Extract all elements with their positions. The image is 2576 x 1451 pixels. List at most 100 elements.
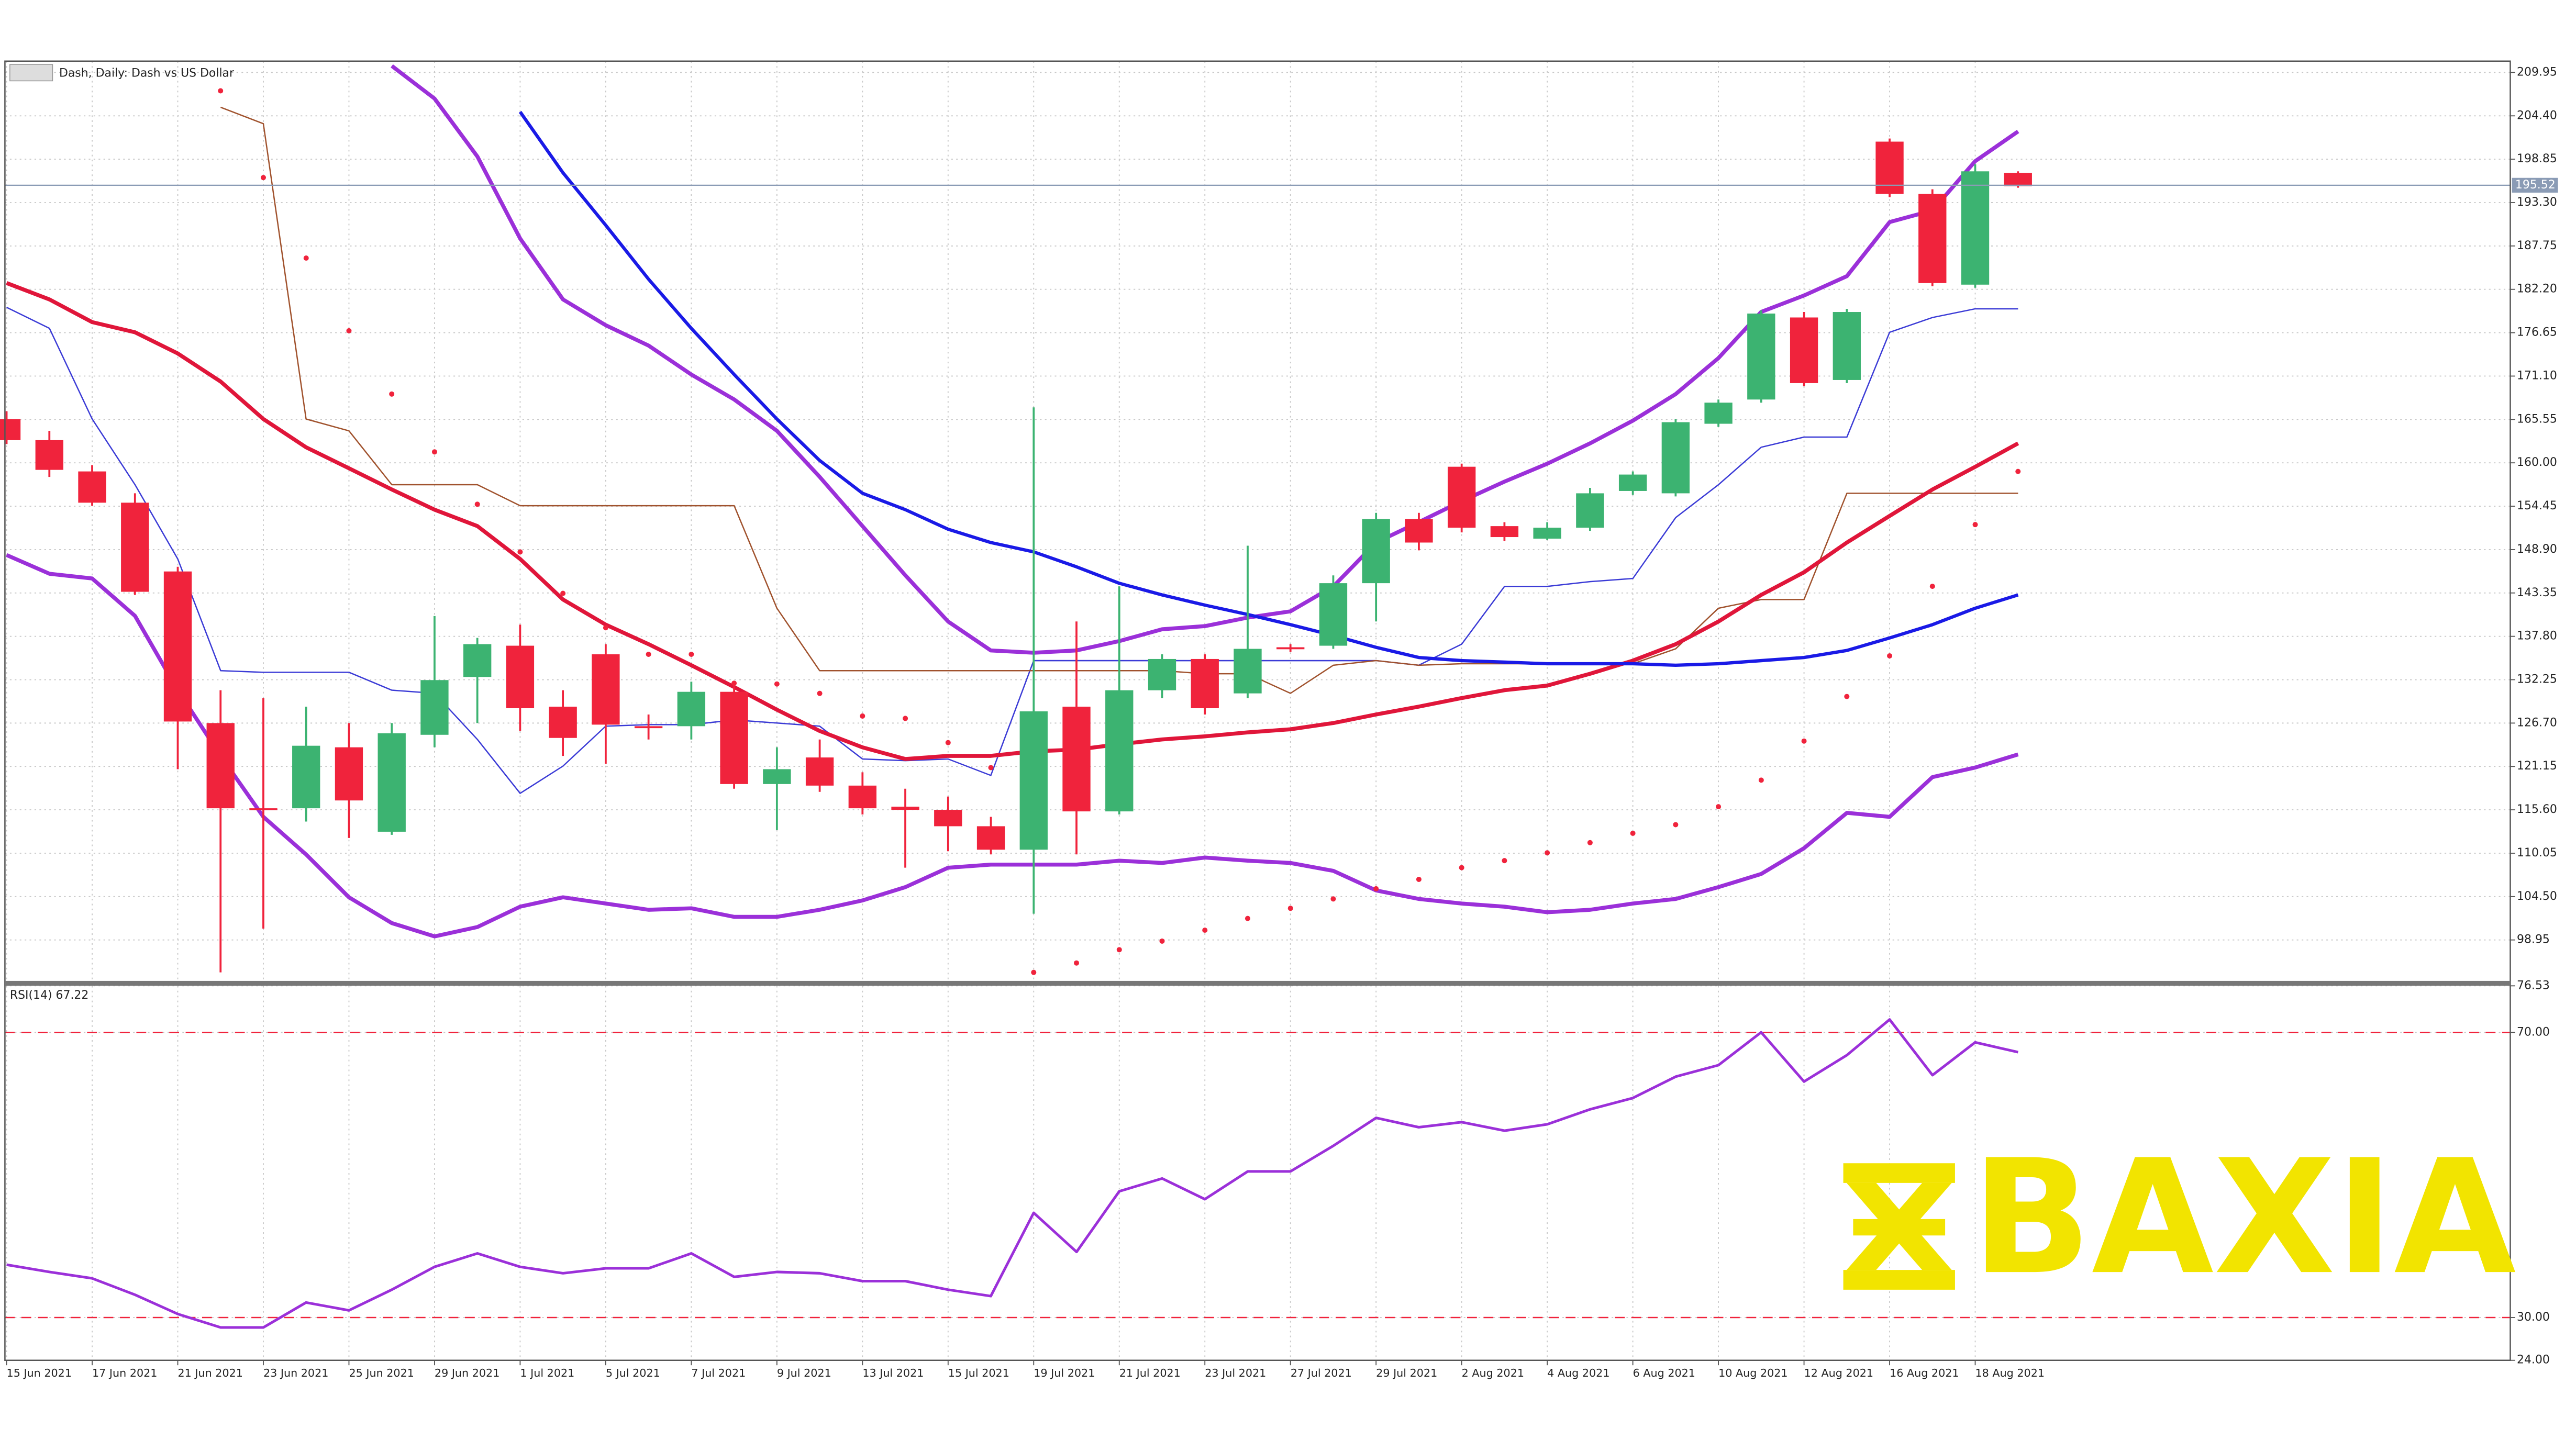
sar-dot bbox=[560, 590, 566, 596]
y-tick-label: 143.35 bbox=[2517, 586, 2557, 599]
candle-body bbox=[1747, 314, 1775, 400]
y-tick-label: 76.53 bbox=[2517, 979, 2550, 992]
candle-body bbox=[763, 769, 791, 784]
symbol-icon bbox=[9, 64, 53, 82]
sar-dot bbox=[1116, 947, 1122, 953]
sar-dot bbox=[1031, 969, 1037, 975]
indicator-line bbox=[518, 110, 2019, 667]
candle-body bbox=[1704, 403, 1733, 424]
candle-body bbox=[677, 691, 706, 727]
sar-dot bbox=[603, 625, 608, 631]
indicator-line bbox=[6, 281, 2019, 761]
watermark-logo bbox=[1843, 1163, 1955, 1290]
candle-body bbox=[121, 503, 149, 592]
candle-body bbox=[1490, 526, 1519, 538]
x-tick-label: 2 Aug 2021 bbox=[1462, 1367, 1524, 1379]
logo-bar bbox=[1853, 1219, 1946, 1236]
candle-body bbox=[1918, 194, 1947, 283]
sar-dot bbox=[431, 449, 437, 455]
candle-body bbox=[1661, 422, 1690, 494]
candle-body bbox=[377, 733, 406, 832]
x-tick-label: 29 Jul 2021 bbox=[1376, 1367, 1437, 1379]
candle-body bbox=[1405, 519, 1433, 543]
candle-body bbox=[1875, 141, 1904, 194]
sar-dot bbox=[731, 680, 737, 686]
candle-body bbox=[35, 440, 63, 470]
x-tick-label: 4 Aug 2021 bbox=[1547, 1367, 1609, 1379]
y-tick-label: 204.40 bbox=[2517, 109, 2557, 122]
sar-dot bbox=[1373, 886, 1379, 891]
sar-dot bbox=[218, 88, 224, 94]
candle-body bbox=[163, 571, 192, 722]
candle-body bbox=[463, 644, 492, 677]
sar-dot bbox=[1758, 777, 1764, 783]
sar-dot bbox=[1545, 850, 1550, 856]
panel-separator bbox=[5, 980, 2511, 986]
candle-body bbox=[1234, 649, 1262, 694]
candle-body bbox=[2004, 173, 2032, 186]
candle-body bbox=[1191, 658, 1219, 709]
y-tick-label: 104.50 bbox=[2517, 890, 2557, 903]
y-tick-label: 154.45 bbox=[2517, 499, 2557, 512]
sar-dot bbox=[1972, 522, 1978, 528]
x-tick-label: 21 Jun 2021 bbox=[178, 1367, 243, 1379]
sar-dot bbox=[1801, 738, 1807, 744]
candle-body bbox=[1362, 519, 1390, 584]
y-tick-label: 198.85 bbox=[2517, 152, 2557, 165]
y-tick-label: 193.30 bbox=[2517, 196, 2557, 209]
frame bbox=[4, 60, 2511, 1361]
candle-body bbox=[592, 654, 620, 725]
sar-dot bbox=[1287, 906, 1293, 911]
sar-dot bbox=[303, 255, 309, 261]
sar-dot bbox=[774, 681, 780, 687]
plot: 209.95 204.40 198.85 193.30 187.75 182.20 176.… bbox=[0, 61, 2558, 1379]
candle-body bbox=[206, 723, 235, 809]
x-tick-label: 23 Jun 2021 bbox=[263, 1367, 328, 1379]
y-tick-label: 24.00 bbox=[2517, 1354, 2550, 1367]
x-tick-label: 18 Aug 2021 bbox=[1975, 1367, 2045, 1379]
y-tick-label: 209.95 bbox=[2517, 65, 2557, 79]
x-tick-label: 15 Jul 2021 bbox=[948, 1367, 1009, 1379]
candle-body bbox=[335, 747, 363, 801]
x-tick-label: 9 Jul 2021 bbox=[777, 1367, 831, 1379]
candle-body bbox=[634, 726, 663, 729]
y-tick-label: 182.20 bbox=[2517, 283, 2557, 296]
x-tick-label: 13 Jul 2021 bbox=[862, 1367, 924, 1379]
y-tick-label: 148.90 bbox=[2517, 543, 2557, 556]
candle-body bbox=[1019, 711, 1048, 850]
sar-dot bbox=[2015, 468, 2021, 474]
sar-dot bbox=[988, 765, 994, 771]
rsi-line bbox=[6, 1018, 2018, 1329]
y-tick-label: 171.10 bbox=[2517, 369, 2557, 382]
y-tick-label: 115.60 bbox=[2517, 803, 2557, 816]
candle-body bbox=[1961, 171, 1990, 285]
sar-dot bbox=[1202, 928, 1208, 933]
candle-body bbox=[1618, 474, 1647, 491]
sar-dot bbox=[1587, 840, 1593, 845]
sar-dot bbox=[517, 549, 523, 555]
candle-body bbox=[1833, 312, 1861, 380]
sar-dot bbox=[1887, 653, 1893, 658]
x-tick-label: 6 Aug 2021 bbox=[1633, 1367, 1695, 1379]
candle-body bbox=[1148, 658, 1176, 690]
current-price-label: 195.52 bbox=[2515, 178, 2556, 192]
y-tick-label: 187.75 bbox=[2517, 239, 2557, 252]
sar-dot bbox=[945, 740, 951, 745]
y-tick-label: 160.00 bbox=[2517, 456, 2557, 469]
candle-body bbox=[720, 691, 748, 784]
candle-body bbox=[1533, 528, 1561, 539]
candle-body bbox=[549, 707, 577, 738]
x-tick-label: 19 Jul 2021 bbox=[1034, 1367, 1095, 1379]
x-tick-label: 16 Aug 2021 bbox=[1890, 1367, 1959, 1379]
candle-body bbox=[805, 757, 834, 786]
x-tick-label: 27 Jul 2021 bbox=[1291, 1367, 1352, 1379]
sar-dot bbox=[646, 651, 651, 657]
x-tick-label: 29 Jun 2021 bbox=[435, 1367, 499, 1379]
sar-dot bbox=[346, 328, 352, 333]
candle-body bbox=[1062, 707, 1091, 812]
current-price-tag bbox=[2512, 177, 2558, 193]
watermark: BAXIA bbox=[1971, 1126, 2517, 1310]
x-tick-label: 10 Aug 2021 bbox=[1718, 1367, 1788, 1379]
candle-body bbox=[976, 826, 1005, 850]
sar-dot bbox=[1330, 896, 1336, 902]
